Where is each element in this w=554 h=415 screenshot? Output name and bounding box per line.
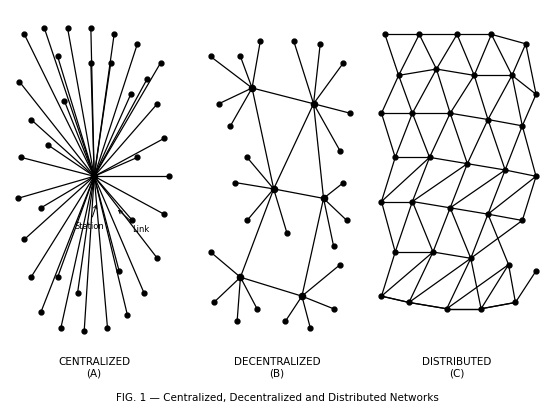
Text: DISTRIBUTED
(C): DISTRIBUTED (C) (422, 357, 492, 378)
Text: Link: Link (119, 210, 150, 234)
Text: DECENTRALIZED
(B): DECENTRALIZED (B) (234, 357, 320, 378)
Text: Station: Station (74, 205, 104, 231)
Text: CENTRALIZED
(A): CENTRALIZED (A) (58, 357, 130, 378)
Text: FIG. 1 — Centralized, Decentralized and Distributed Networks: FIG. 1 — Centralized, Decentralized and … (116, 393, 438, 403)
